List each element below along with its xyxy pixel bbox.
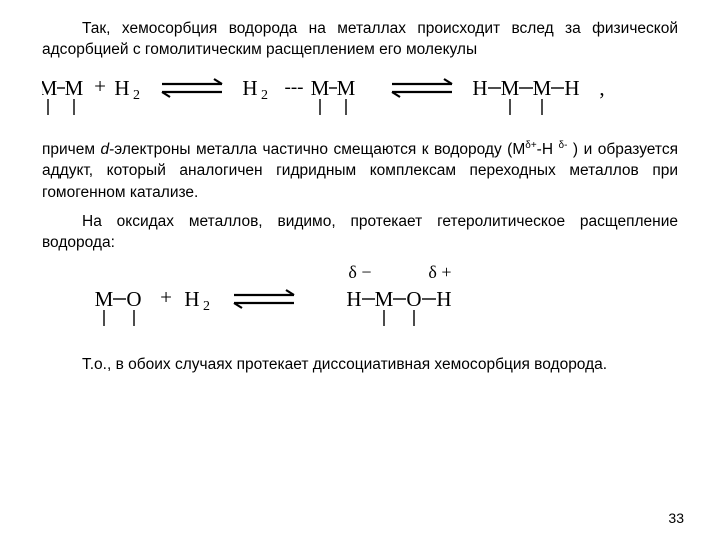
paragraph-4: Т.о., в обоих случаях протекает диссоциа…: [42, 354, 678, 375]
paragraph-3: На оксидах металлов, видимо, протекает г…: [42, 211, 678, 254]
svg-text:---: ---: [285, 77, 304, 98]
svg-text:H: H: [564, 76, 579, 100]
svg-text:+: +: [94, 74, 106, 98]
svg-text:δ −: δ −: [348, 262, 371, 282]
paragraph-2: причем d-электроны металла частично смещ…: [42, 139, 678, 203]
svg-text:O: O: [406, 287, 421, 311]
p2-d-italic: d: [101, 141, 110, 158]
svg-text:M: M: [337, 76, 356, 100]
svg-text:2: 2: [133, 88, 140, 103]
svg-text:M: M: [501, 76, 520, 100]
svg-text:δ +: δ +: [428, 262, 451, 282]
svg-text:,: ,: [599, 76, 604, 100]
svg-text:2: 2: [261, 88, 268, 103]
svg-text:M: M: [375, 287, 394, 311]
svg-text:M: M: [65, 76, 84, 100]
page-number: 33: [668, 510, 684, 526]
equation-2: MO+H2δ −δ +HMOH: [42, 262, 678, 340]
svg-text:M: M: [42, 76, 58, 100]
p2-e: -H: [537, 141, 559, 158]
svg-text:+: +: [160, 285, 172, 309]
paragraph-1: Так, хемосорбция водорода на металлах пр…: [42, 18, 678, 61]
svg-text:M: M: [311, 76, 330, 100]
svg-text:H: H: [436, 287, 451, 311]
svg-text:H: H: [472, 76, 487, 100]
svg-text:2: 2: [203, 299, 210, 314]
svg-text:M: M: [533, 76, 552, 100]
p2-sup1: δ+: [525, 140, 536, 151]
svg-text:H: H: [242, 76, 257, 100]
p2-c: -электроны металла частично смещаются к …: [109, 141, 525, 158]
p2-a: причем: [42, 141, 101, 158]
svg-text:M: M: [95, 287, 114, 311]
page: Так, хемосорбция водорода на металлах пр…: [0, 0, 720, 540]
svg-text:H: H: [346, 287, 361, 311]
svg-text:H: H: [114, 76, 129, 100]
svg-text:H: H: [184, 287, 199, 311]
equation-1: MM+H2H2---MMHMMH,: [42, 69, 678, 125]
svg-text:O: O: [126, 287, 141, 311]
